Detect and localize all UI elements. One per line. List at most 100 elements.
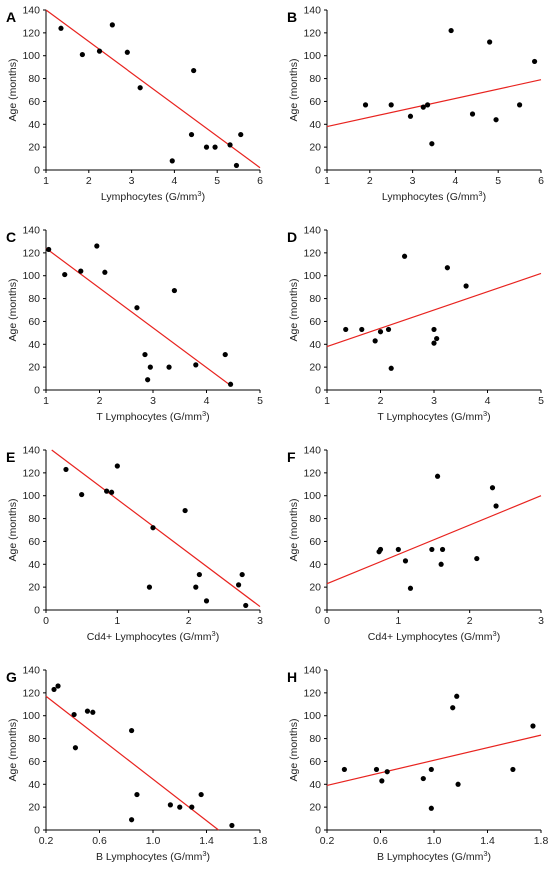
panel-c: C 0 20 40 60 80 100 120 140 1 2 3 4 5 Age (months) T Ly… [6, 225, 263, 424]
x-tick-label: 2 [186, 615, 192, 627]
data-point [62, 271, 68, 278]
x-axis-label: Cd4+ Lymphocytes (G/mm3) [368, 629, 500, 643]
data-point [191, 67, 197, 74]
data-point [474, 555, 480, 562]
y-tick-label: 100 [303, 490, 321, 502]
data-point [444, 265, 450, 271]
x-axis-label: Lymphocytes (G/mm3) [101, 189, 205, 203]
y-tick-label: 80 [309, 73, 321, 85]
data-point [109, 489, 115, 495]
data-point [227, 381, 234, 387]
data-point [341, 766, 347, 773]
x-tick-label: 1 [43, 395, 49, 407]
x-tick-label: 2 [97, 395, 103, 407]
x-axis-label-main: T Lymphocytes (G/mm [377, 411, 483, 423]
regression-line [45, 695, 219, 831]
data-point [463, 283, 469, 289]
data-point [439, 546, 446, 553]
data-point [51, 686, 57, 693]
y-axis-label: Age (months) [7, 498, 19, 561]
y-tick-label: 100 [22, 710, 40, 722]
data-point [438, 561, 444, 567]
regression-line [45, 247, 231, 386]
data-point [407, 585, 414, 591]
x-axis-label-main: Cd4+ Lymphocytes (G/mm [368, 631, 493, 643]
x-axis-label-main: Lymphocytes (G/mm [382, 191, 479, 203]
x-tick-label: 3 [410, 175, 416, 187]
x-axis-label-end: ) [487, 411, 491, 423]
y-tick-label: 20 [28, 142, 40, 154]
data-point [510, 766, 516, 773]
y-tick-label: 120 [22, 247, 40, 259]
panel-e: E 0 20 40 60 80 100 120 140 0 1 2 3 Age (months) Cd4+ … [6, 445, 263, 644]
data-point [238, 131, 244, 138]
x-axis-label-superscript: 3 [212, 629, 216, 638]
y-tick-label: 60 [28, 96, 40, 108]
data-point [377, 546, 384, 553]
data-point [227, 142, 233, 148]
data-point [124, 49, 130, 55]
panel-a: A 0 20 40 60 80 100 120 140 1 2 3 4 5 6 Age (months) Lym… [6, 5, 263, 204]
x-tick-label: 2 [467, 615, 473, 627]
x-tick-label: 4 [485, 395, 491, 407]
data-point [428, 766, 434, 773]
data-point [434, 473, 441, 479]
data-point [388, 365, 394, 371]
panel-letter: A [6, 9, 16, 25]
data-point [489, 485, 496, 491]
x-tick-label: 1 [395, 615, 401, 627]
data-point [420, 104, 426, 110]
y-axis-label: Age (months) [7, 718, 19, 781]
y-tick-label: 120 [22, 467, 40, 479]
y-tick-label: 140 [303, 225, 321, 237]
x-axis-label-superscript: 3 [483, 849, 487, 858]
y-tick-label: 140 [303, 665, 321, 677]
panel-h: H 0 20 40 60 80 100 120 140 0.2 0.6 1.0 1.4 1.8 Age (m… [287, 665, 548, 864]
data-point [493, 117, 499, 123]
data-point [424, 102, 431, 108]
x-tick-label: 1 [324, 175, 330, 187]
data-point [46, 246, 52, 253]
data-point [373, 766, 380, 773]
y-tick-label: 100 [22, 270, 40, 282]
data-point [429, 141, 435, 147]
panel-letter: F [287, 449, 296, 465]
y-tick-label: 60 [309, 96, 321, 108]
x-tick-label: 1.0 [146, 835, 161, 847]
y-tick-label: 40 [28, 339, 40, 351]
y-tick-label: 80 [28, 73, 40, 85]
data-point [431, 326, 437, 333]
data-point [530, 723, 536, 729]
data-point [239, 571, 245, 578]
x-tick-label: 3 [257, 615, 263, 627]
y-tick-label: 0 [34, 825, 40, 837]
panel-d: D 0 20 40 60 80 100 120 140 1 2 3 4 5 Age (months) T Ly… [287, 225, 544, 424]
y-tick-label: 0 [34, 605, 40, 617]
x-tick-label: 3 [150, 395, 156, 407]
data-point [79, 491, 85, 498]
data-point [145, 377, 151, 383]
y-axis-label: Age (months) [288, 498, 300, 561]
x-axis-label-end: ) [207, 851, 211, 863]
y-tick-label: 100 [303, 50, 321, 62]
x-axis-label: T Lymphocytes (G/mm3) [377, 409, 490, 423]
y-tick-label: 40 [309, 559, 321, 571]
x-tick-label: 1.8 [534, 835, 549, 847]
data-point [90, 709, 96, 715]
data-point [63, 466, 69, 473]
y-tick-label: 60 [28, 756, 40, 768]
y-tick-label: 0 [315, 605, 321, 617]
regression-line [45, 9, 261, 169]
x-axis-label-main: Lymphocytes (G/mm [101, 191, 198, 203]
data-point [454, 693, 460, 699]
y-tick-label: 140 [22, 665, 40, 677]
regression-line [326, 79, 542, 128]
x-tick-label: 5 [538, 395, 544, 407]
y-tick-label: 20 [28, 802, 40, 814]
y-tick-label: 20 [309, 802, 321, 814]
panel-letter: D [287, 229, 297, 245]
data-point [196, 571, 202, 578]
y-tick-label: 100 [22, 50, 40, 62]
data-point [385, 326, 392, 333]
